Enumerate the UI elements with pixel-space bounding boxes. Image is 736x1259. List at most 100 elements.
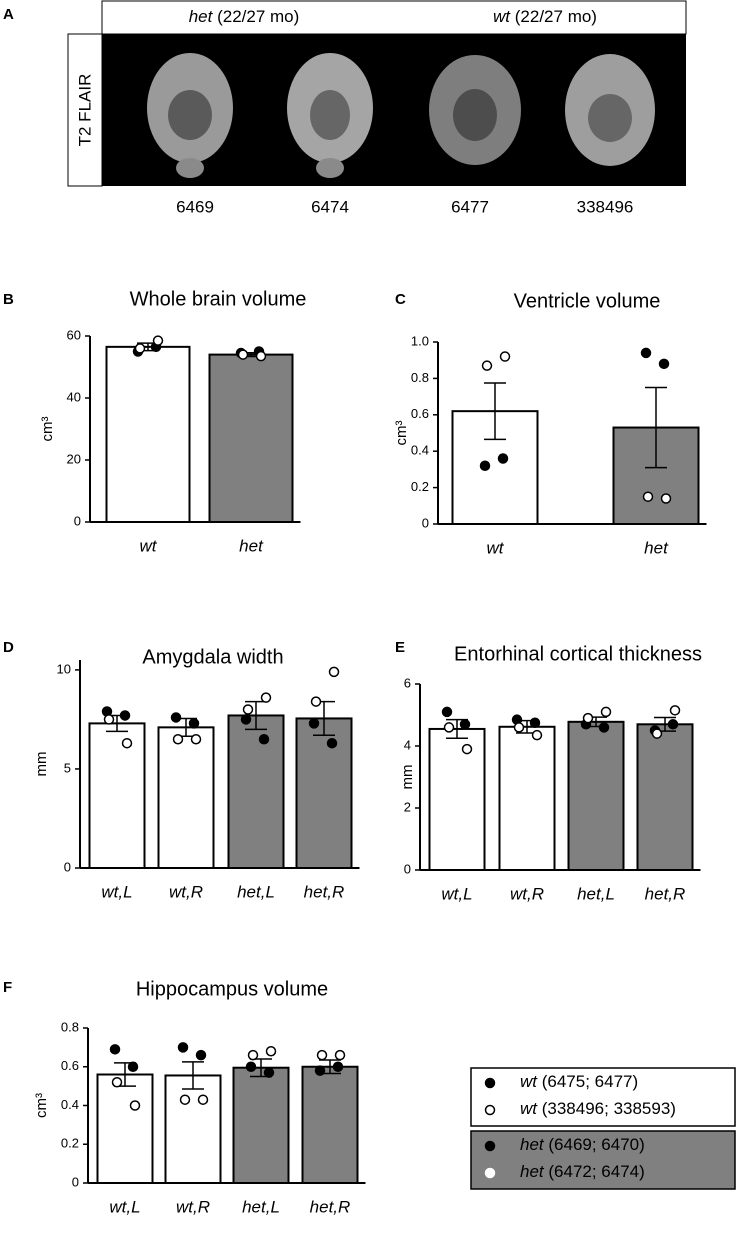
data-point — [308, 718, 320, 729]
panel-letter: E — [395, 639, 405, 656]
panel-letter: F — [3, 979, 12, 996]
legend-ids: (6472; 6474) — [548, 1162, 644, 1181]
x-tick-label: wt — [140, 536, 158, 555]
bar — [295, 717, 353, 870]
bar — [428, 727, 486, 872]
header-box — [101, 0, 687, 35]
bar — [105, 345, 191, 523]
x-tick-label: wt,R — [510, 884, 544, 903]
y-tick-label: 40 — [67, 389, 81, 404]
legend-label: het (6472; 6474) — [520, 1162, 645, 1181]
legend-marker — [484, 1077, 496, 1089]
x-tick-label: wt — [487, 538, 505, 557]
bar — [157, 726, 215, 869]
data-point — [459, 719, 471, 730]
x-tick-label: wt,R — [176, 1197, 210, 1216]
data-point — [121, 737, 133, 749]
legend-group: het — [520, 1162, 545, 1181]
bar — [498, 725, 556, 872]
age: (22/27 mo) — [515, 7, 597, 26]
header-label: het (22/27 mo) — [189, 7, 300, 26]
y-tick-label: 0 — [422, 515, 429, 530]
scan-id: 338496 — [577, 197, 634, 216]
error-bar — [182, 1061, 204, 1090]
data-point — [660, 493, 672, 504]
data-point — [195, 1049, 207, 1061]
data-point — [316, 1049, 328, 1061]
y-tick-label: 0.4 — [61, 1097, 79, 1112]
data-point — [119, 710, 131, 721]
y-tick-label: 0.2 — [61, 1136, 79, 1151]
x-tick-label: het,L — [242, 1197, 280, 1216]
x-tick-label: wt,L — [441, 884, 472, 903]
data-point — [134, 343, 146, 354]
y-tick-label: 0.8 — [61, 1019, 79, 1034]
legend-group: het — [520, 1135, 545, 1154]
y-tick-label: 0 — [74, 513, 81, 528]
x-tick-label: wt,L — [109, 1197, 140, 1216]
bar — [567, 720, 625, 871]
data-point — [667, 719, 679, 730]
data-point — [188, 718, 200, 729]
data-point — [531, 729, 543, 741]
data-point — [152, 335, 164, 346]
y-axis-label: mm — [399, 765, 416, 790]
x-tick-label: het — [644, 538, 669, 557]
legend-box — [470, 1067, 736, 1127]
x-tick-label: het,R — [310, 1197, 351, 1216]
legend-ids: (6469; 6470) — [548, 1135, 644, 1154]
y-tick-label: 0.2 — [411, 479, 429, 494]
data-point — [642, 491, 654, 502]
y-axis-label: mm — [33, 752, 50, 777]
data-point — [600, 706, 612, 718]
data-point — [461, 743, 473, 755]
chart-title: Whole brain volume — [130, 288, 307, 310]
y-tick-label: 0 — [404, 861, 411, 876]
group: het — [189, 7, 214, 26]
x-tick-label: het,R — [645, 884, 686, 903]
x-tick-label: het — [239, 536, 264, 555]
legend-box — [470, 1130, 736, 1190]
group: wt — [493, 7, 511, 26]
y-tick-label: 5 — [64, 760, 71, 775]
data-point — [529, 717, 541, 728]
panel-letter: A — [3, 6, 14, 23]
data-point — [247, 1049, 259, 1061]
chart-title: Hippocampus volume — [136, 978, 328, 1000]
data-point — [190, 733, 202, 745]
y-tick-label: 0.8 — [411, 370, 429, 385]
data-point — [598, 722, 610, 733]
bar — [96, 1073, 154, 1184]
scan-id: 6469 — [176, 197, 214, 216]
data-point — [179, 1094, 191, 1105]
data-point — [170, 712, 182, 723]
data-point — [334, 1049, 346, 1061]
legend-label: wt (6475; 6477) — [520, 1072, 638, 1091]
data-point — [237, 349, 249, 360]
legend-label: wt (338496; 338593) — [520, 1099, 676, 1118]
data-point — [441, 706, 453, 718]
legend-marker — [484, 1140, 496, 1152]
data-point — [658, 358, 670, 370]
data-point — [582, 712, 594, 724]
x-tick-label: wt,L — [101, 882, 132, 901]
panel-letter: B — [3, 291, 14, 308]
y-tick-label: 4 — [404, 737, 411, 752]
data-point — [245, 1061, 257, 1072]
y-tick-label: 0 — [64, 859, 71, 874]
error-bar — [484, 382, 506, 441]
legend-label: het (6469; 6470) — [520, 1135, 645, 1154]
side-box — [67, 33, 103, 187]
data-point — [328, 666, 340, 678]
error-bar — [645, 386, 667, 469]
data-point — [669, 705, 681, 716]
y-tick-label: 0.4 — [411, 443, 429, 458]
data-point — [109, 1044, 121, 1055]
bar — [164, 1074, 222, 1184]
data-point — [326, 737, 338, 749]
x-tick-label: het,L — [237, 882, 275, 901]
side-label: T2 FLAIR — [75, 74, 94, 147]
x-tick-label: het,L — [577, 884, 615, 903]
data-point — [640, 347, 652, 359]
